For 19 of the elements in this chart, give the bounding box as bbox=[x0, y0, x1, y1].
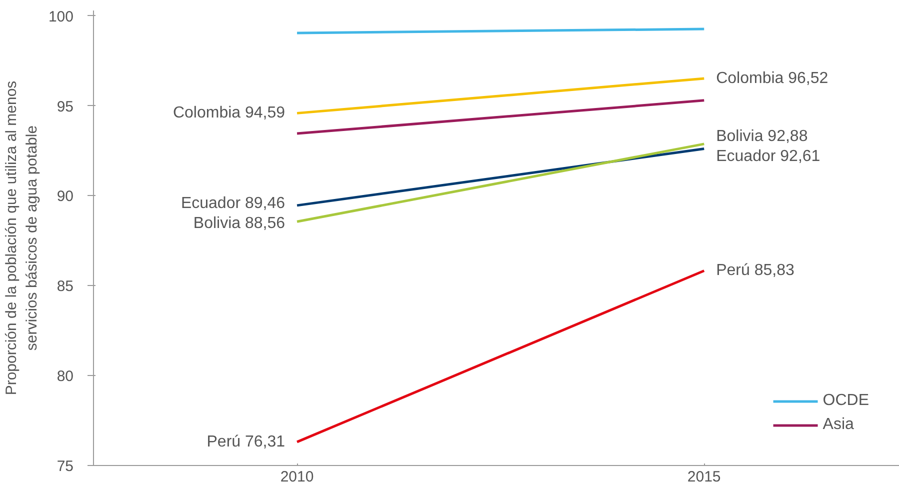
text: Perú 85,83 bbox=[716, 262, 794, 280]
text: Ecuador 92,61 bbox=[716, 148, 820, 165]
y-tick-label: 75 bbox=[56, 458, 74, 475]
y-tick-label: 90 bbox=[56, 188, 74, 206]
text: Colombia 94,59 bbox=[172, 104, 286, 122]
text: Bolivia 92,88 bbox=[716, 128, 808, 145]
legend-label: Asia bbox=[822, 416, 854, 434]
legend-label: OCDE bbox=[822, 392, 869, 410]
text: Bolivia 88,56 bbox=[193, 215, 286, 232]
y-tick-label: 80 bbox=[56, 368, 74, 386]
y-tick-label: 100 bbox=[48, 8, 74, 26]
x-tick-label: 2010 bbox=[280, 468, 314, 486]
x-tick-label: 2015 bbox=[687, 468, 721, 486]
text: Perú 76,31 bbox=[206, 433, 286, 450]
text: Colombia 96,52 bbox=[716, 70, 828, 87]
y-tick-label: 85 bbox=[56, 278, 74, 296]
y-axis-title: Proporción de la población que utiliza al menos servicios básicos de agua potable bbox=[3, 80, 40, 396]
text: Ecuador 89,46 bbox=[180, 194, 286, 212]
y-tick-label: 95 bbox=[56, 98, 74, 116]
